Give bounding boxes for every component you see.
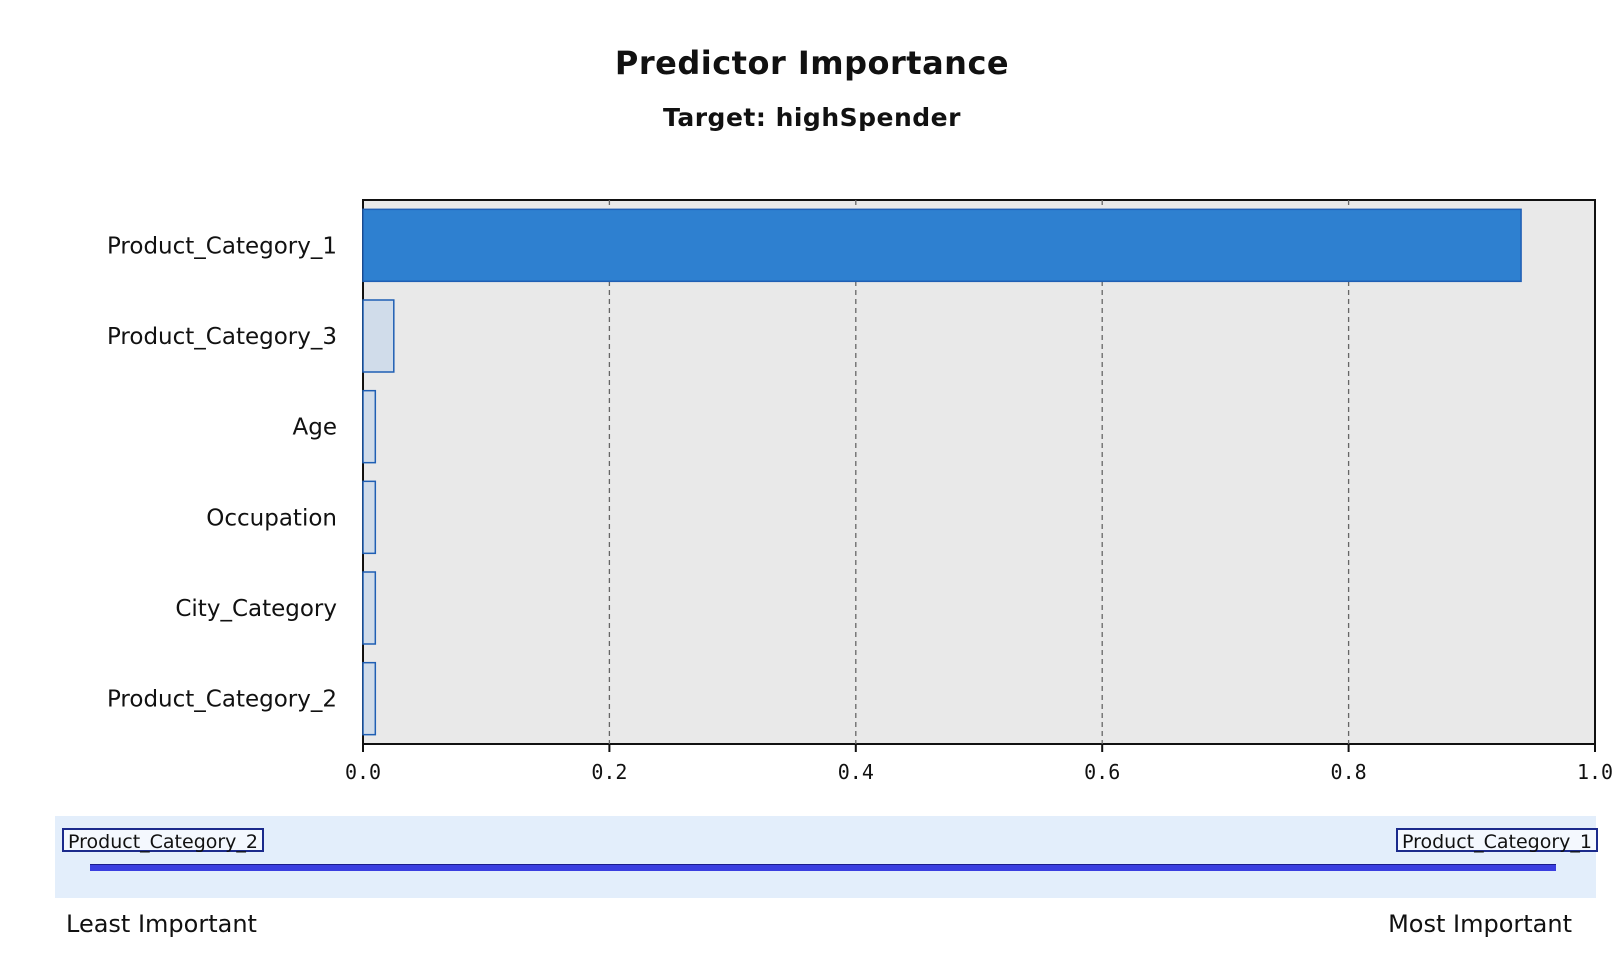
slider-max-predictor-label[interactable]: Product_Category_1 [1395, 828, 1598, 853]
most-important-label: Most Important [1388, 910, 1572, 938]
plot-area [362, 199, 1596, 745]
category-label: Product_Category_3 [107, 324, 337, 350]
bar [362, 571, 377, 645]
x-tick-label: 0.0 [345, 760, 381, 784]
importance-slider-track[interactable] [90, 864, 1556, 871]
bar [362, 299, 395, 373]
category-label: Age [293, 415, 337, 441]
category-label: Product_Category_1 [107, 233, 337, 259]
bar [362, 208, 1522, 283]
importance-slider-panel [55, 816, 1596, 898]
chart-subtitle: Target: highSpender [663, 103, 961, 132]
x-tick-label: 0.8 [1331, 760, 1367, 784]
category-label: Occupation [206, 505, 337, 531]
bar [362, 480, 377, 555]
least-important-label: Least Important [66, 910, 257, 938]
slider-min-predictor-label[interactable]: Product_Category_2 [62, 828, 265, 853]
x-tick-label: 0.6 [1084, 760, 1120, 784]
x-tick-label: 0.2 [591, 760, 627, 784]
category-label: City_Category [175, 596, 337, 622]
x-tick-label: 0.4 [838, 760, 874, 784]
bar [362, 389, 377, 464]
x-tick-label: 1.0 [1577, 760, 1613, 784]
bar [362, 661, 377, 736]
category-label: Product_Category_2 [107, 687, 337, 713]
chart-title: Predictor Importance [614, 44, 1010, 82]
